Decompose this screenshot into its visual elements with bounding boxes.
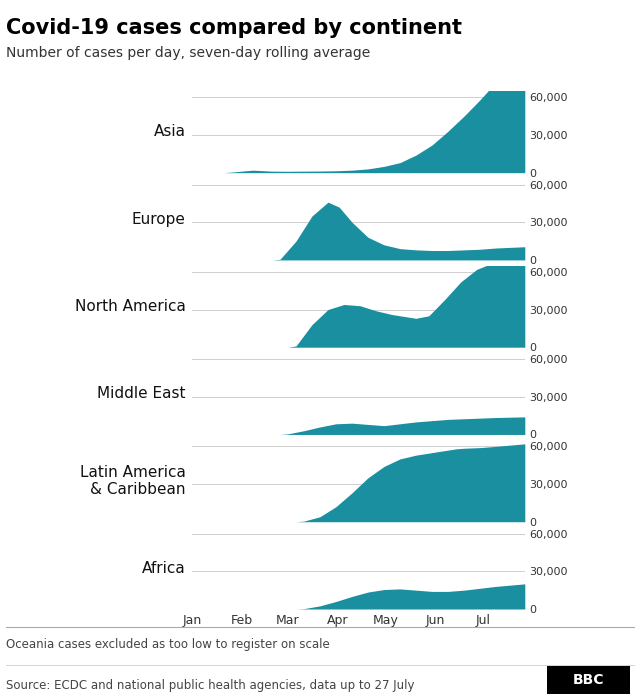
Text: Asia: Asia (154, 125, 186, 139)
Text: Number of cases per day, seven-day rolling average: Number of cases per day, seven-day rolli… (6, 46, 371, 60)
Text: Covid-19 cases compared by continent: Covid-19 cases compared by continent (6, 18, 462, 38)
Text: Source: ECDC and national public health agencies, data up to 27 July: Source: ECDC and national public health … (6, 679, 415, 692)
Text: North America: North America (75, 299, 186, 314)
Text: BBC: BBC (573, 673, 605, 687)
Text: Oceania cases excluded as too low to register on scale: Oceania cases excluded as too low to reg… (6, 638, 330, 652)
Text: Middle East: Middle East (97, 386, 186, 401)
Text: Latin America
& Caribbean: Latin America & Caribbean (80, 465, 186, 497)
Text: Africa: Africa (142, 561, 186, 575)
Text: Europe: Europe (132, 211, 186, 227)
